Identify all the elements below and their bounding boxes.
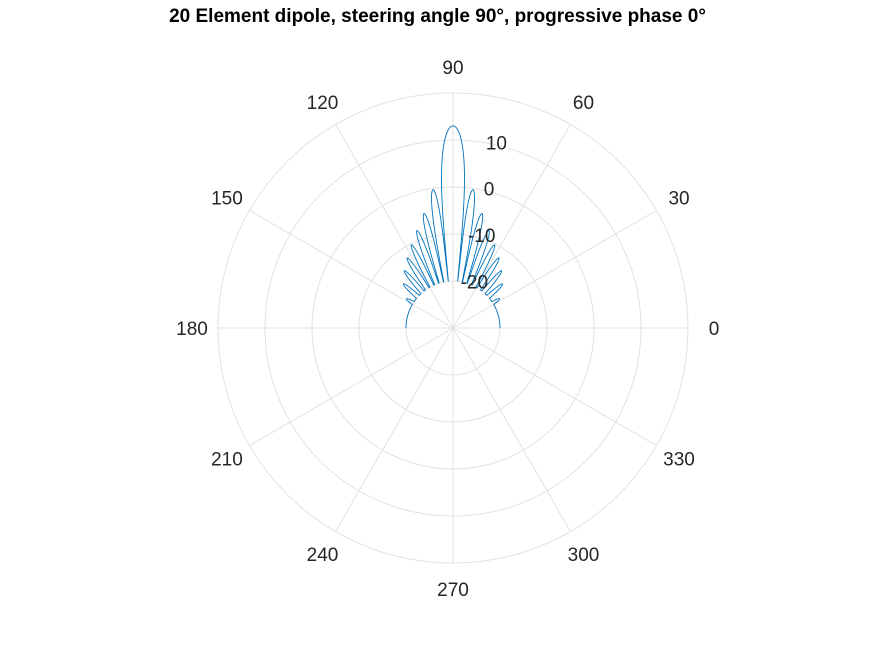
grid-spoke	[452, 327, 571, 532]
grid-spoke	[452, 210, 657, 329]
grid-spoke	[335, 124, 454, 329]
angle-tick-label: 150	[211, 189, 243, 210]
angle-tick-label: 210	[211, 450, 243, 471]
grid-spoke	[249, 210, 454, 329]
angle-tick-label: 0	[709, 319, 720, 340]
angle-tick-label: 240	[307, 545, 339, 566]
angle-tick-labels: 0 30 60 90 120 150 180 210 240 270 300 330	[176, 58, 719, 601]
grid-spoke	[452, 124, 571, 329]
angle-tick-label: 300	[568, 545, 600, 566]
radius-tick-label: -10	[468, 226, 495, 247]
angle-tick-label: 180	[176, 319, 208, 340]
grid-spoke	[335, 327, 454, 532]
angle-tick-label: 270	[437, 580, 469, 601]
radiation-pattern-line	[402, 125, 504, 329]
angle-tick-label: 60	[573, 93, 594, 114]
angle-tick-label: 120	[307, 93, 339, 114]
angle-tick-label: 90	[442, 58, 463, 79]
angular-grid	[218, 93, 688, 563]
radius-tick-labels: -20 -10 0 10	[461, 133, 507, 293]
plot-area	[402, 125, 504, 329]
grid-spoke	[249, 327, 454, 446]
radius-tick-label: 10	[486, 133, 507, 154]
radius-tick-label: -20	[461, 273, 488, 294]
angle-tick-label: 330	[663, 450, 695, 471]
radius-tick-label: 0	[484, 180, 495, 201]
chart-title: 20 Element dipole, steering angle 90°, p…	[169, 6, 706, 27]
grid-spoke	[452, 327, 657, 446]
angle-tick-label: 30	[668, 189, 689, 210]
